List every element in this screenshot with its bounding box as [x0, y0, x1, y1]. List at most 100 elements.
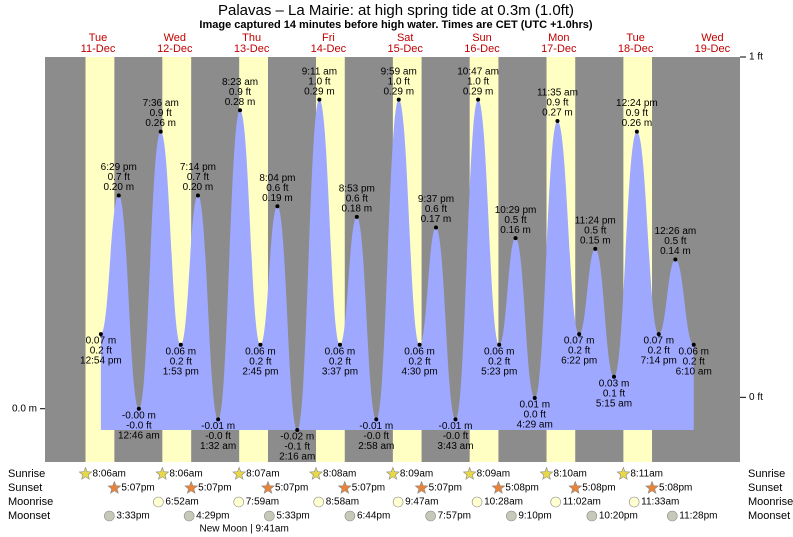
tide-height: 0.26 m [145, 118, 176, 129]
sunrise-icon [462, 466, 477, 480]
day-date: 14-Dec [311, 43, 347, 55]
day-name: Wed [164, 32, 186, 44]
tide-point [374, 417, 379, 422]
tide-point [178, 342, 183, 347]
moonset-icon [506, 510, 517, 522]
tide-height: 0.9 ft [626, 108, 648, 119]
sunrise-time: 8:06am [93, 469, 126, 480]
moonrise-time: 9:47am [405, 497, 438, 508]
moonset-icon [425, 510, 436, 522]
tide-point [136, 406, 141, 411]
tide-time: 6:10 am [676, 366, 712, 377]
day-date: 18-Dec [618, 43, 654, 55]
tide-time: 8:23 am [222, 77, 258, 88]
tide-height: 0.29 m [463, 86, 494, 97]
tide-time: 2:16 am [279, 452, 315, 463]
tide-height: 0.20 m [103, 182, 134, 193]
tide-point [396, 97, 401, 102]
tide-time: 1:53 pm [163, 366, 199, 377]
tide-height: 0.14 m [660, 246, 691, 257]
sunset-time: 5:08pm [505, 483, 538, 494]
tide-height: 0.16 m [500, 225, 531, 236]
tide-height: 0.29 m [304, 86, 335, 97]
tide-time: 12:26 am [655, 226, 697, 237]
tide-time: 5:15 am [596, 398, 632, 409]
sunset-time: 5:07pm [429, 483, 462, 494]
day-name: Sat [397, 32, 414, 44]
tide-height: 0.29 m [383, 86, 414, 97]
tide-point [258, 342, 263, 347]
tide-point [98, 332, 103, 337]
tide-point [453, 417, 458, 422]
day-name: Tue [89, 32, 108, 44]
tide-height: 0.5 ft [504, 215, 526, 226]
tide-point [476, 97, 481, 102]
tide-time: 12:46 am [118, 430, 160, 441]
tide-time: 4:30 pm [402, 366, 438, 377]
tide-point [417, 342, 422, 347]
tide-height: 0.1 ft [603, 388, 625, 399]
moonrise-time: 11:02am [563, 497, 601, 508]
tide-height: -0.1 ft [284, 442, 310, 453]
moonset-time: 6:44pm [357, 511, 390, 522]
tide-time: 11:35 am [537, 88, 578, 99]
tide-point [354, 214, 359, 219]
tide-time: 9:11 am [302, 66, 337, 77]
tide-height: -0.0 ft [443, 431, 469, 442]
sunset-icon [491, 480, 506, 494]
moonset-time: 4:29pm [196, 511, 229, 522]
day-date: 15-Dec [387, 43, 423, 55]
tide-height: 0.06 m [166, 346, 197, 357]
tide-time: 8:04 pm [259, 173, 295, 184]
tide-height: 0.5 ft [584, 225, 606, 236]
sunrise-icon [385, 466, 400, 480]
sunset-time: 5:07pm [352, 483, 385, 494]
sunset-icon [261, 480, 275, 494]
row-label: Sunset [8, 482, 42, 494]
tide-time: 9:37 pm [418, 194, 454, 205]
sunset-icon [568, 480, 583, 494]
sunrise-time: 8:08am [323, 469, 356, 480]
tide-point [497, 342, 502, 347]
tide-time: 7:14 pm [180, 162, 216, 173]
moonset-icon [264, 510, 275, 522]
tide-height: 0.06 m [245, 346, 276, 357]
tide-height: 0.17 m [421, 214, 452, 225]
tide-height: 0.2 ft [683, 356, 705, 367]
day-name: Fri [322, 32, 335, 44]
tide-height: 0.2 ft [408, 356, 430, 367]
day-date: 12-Dec [157, 43, 193, 55]
tide-point [158, 129, 163, 134]
day-date: 16-Dec [464, 43, 500, 55]
moonrise-icon [628, 496, 640, 508]
moonrise-time: 6:52am [165, 497, 198, 508]
moonrise-icon [392, 496, 404, 508]
sunset-icon [107, 480, 122, 494]
row-label: Sunrise [748, 468, 785, 480]
tide-time: 2:45 pm [242, 366, 278, 377]
moonrise-icon [153, 496, 164, 508]
moonset-icon [183, 510, 195, 522]
tide-height: 0.28 m [225, 97, 256, 108]
tide-point [555, 118, 560, 123]
tide-time: 8:53 pm [339, 184, 375, 195]
day-date: 17-Dec [541, 43, 577, 55]
tide-height: 0.2 ft [488, 356, 510, 367]
tide-height: 0.0 ft [524, 410, 546, 421]
moonset-time: 3:33pm [116, 511, 149, 522]
sunset-icon [184, 480, 199, 494]
tide-height: 0.07 m [643, 336, 674, 347]
sunset-time: 5:07pm [275, 483, 308, 494]
moonrise-time: 10:28am [484, 497, 523, 508]
tide-height: 0.9 ft [150, 108, 172, 119]
tide-height: -0.01 m [359, 421, 393, 432]
y2-tick-label: 0 ft [749, 392, 763, 403]
row-label: Sunrise [8, 468, 45, 480]
tide-height: 0.5 ft [664, 236, 686, 247]
sunrise-icon [309, 466, 323, 480]
tide-height: 1.0 ft [388, 76, 410, 87]
tide-point [238, 108, 243, 113]
row-label: Moonset [748, 510, 790, 522]
day-date: 13-Dec [234, 43, 270, 55]
